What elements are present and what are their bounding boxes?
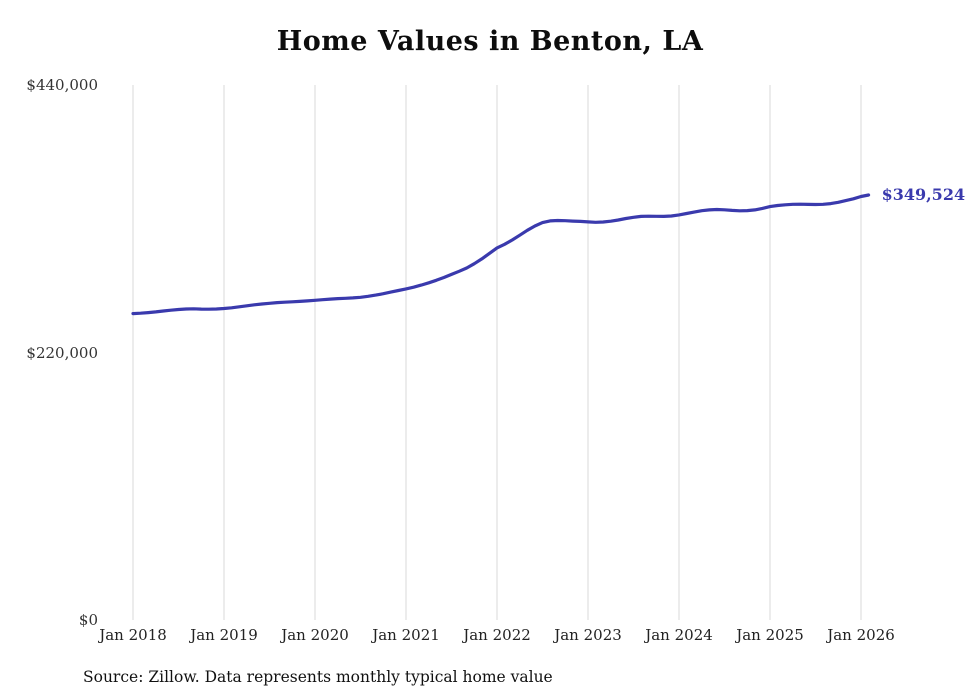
y-tick-label: $440,000 <box>26 76 98 94</box>
x-tick-label: Jan 2024 <box>645 626 713 644</box>
x-tick-label: Jan 2018 <box>99 626 167 644</box>
x-tick-label: Jan 2019 <box>190 626 258 644</box>
x-tick-label: Jan 2023 <box>554 626 622 644</box>
chart-title: Home Values in Benton, LA <box>276 26 704 57</box>
latest-value-label: $349,524 <box>881 185 966 204</box>
x-tick-label: Jan 2025 <box>736 626 804 644</box>
y-tick-label: $220,000 <box>26 343 98 362</box>
source-attribution: Source: Zillow. Data represents monthly … <box>83 668 553 686</box>
x-tick-label: Jan 2021 <box>372 626 440 644</box>
home-value-line <box>131 193 871 316</box>
x-tick-label: Jan 2026 <box>827 626 895 644</box>
x-tick-label: Jan 2020 <box>281 626 349 644</box>
y-tick-label: $0 <box>78 611 98 629</box>
x-tick-label: Jan 2022 <box>463 626 531 644</box>
